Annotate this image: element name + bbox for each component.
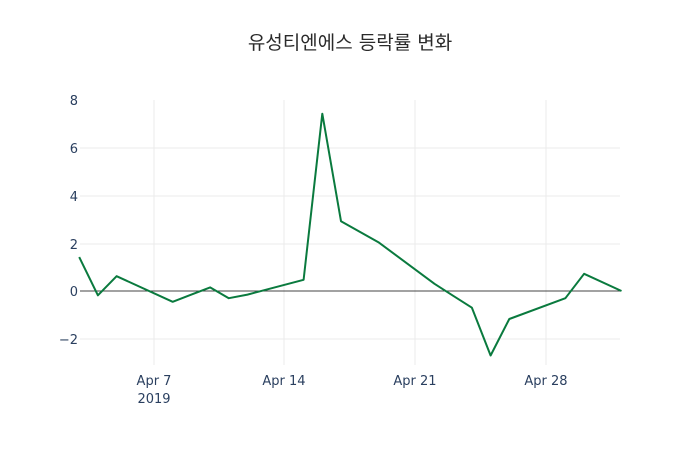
x-axis-ticks: Apr 7 2019 Apr 14 Apr 21 Apr 28	[137, 374, 568, 407]
svg-text:Apr 14: Apr 14	[262, 374, 305, 389]
svg-text:0: 0	[70, 285, 78, 300]
svg-text:8: 8	[70, 94, 78, 109]
svg-text:Apr 28: Apr 28	[524, 374, 567, 389]
svg-text:Apr 7: Apr 7	[137, 374, 172, 389]
series-line	[78, 112, 622, 357]
svg-text:Apr 21: Apr 21	[393, 374, 436, 389]
y-axis-ticks: 8 6 4 2 0 −2	[59, 94, 78, 348]
svg-text:2: 2	[70, 238, 78, 253]
grid-lines	[80, 100, 620, 365]
svg-text:6: 6	[70, 142, 78, 157]
chart-title: 유성티엔에스 등락률 변화	[247, 32, 453, 54]
svg-text:2019: 2019	[137, 392, 170, 407]
svg-text:4: 4	[70, 190, 78, 205]
svg-text:−2: −2	[59, 333, 78, 348]
